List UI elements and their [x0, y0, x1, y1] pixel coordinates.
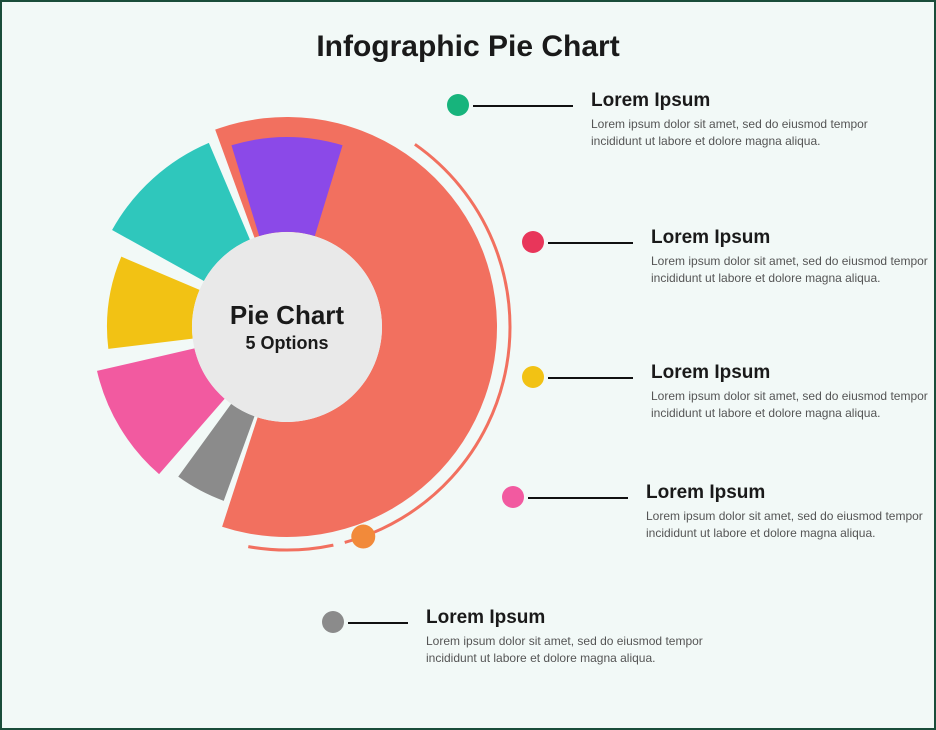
pie-chart: Pie Chart 5 Options [57, 97, 517, 557]
legend-dot-icon [322, 611, 344, 633]
legend-heading: Lorem Ipsum [651, 227, 934, 249]
legend-body: Lorem ipsum dolor sit amet, sed do eiusm… [651, 388, 934, 422]
legend-connector [528, 497, 628, 499]
legend-yellow: Lorem Ipsum Lorem ipsum dolor sit amet, s… [522, 362, 934, 422]
legend-dot-icon [447, 94, 469, 116]
legend-heading: Lorem Ipsum [426, 607, 726, 629]
legend-grey: Lorem Ipsum Lorem ipsum dolor sit amet, s… [322, 607, 726, 667]
legend-heading: Lorem Ipsum [591, 90, 891, 112]
legend-teal: Lorem Ipsum Lorem ipsum dolor sit amet, s… [522, 227, 934, 287]
center-subtitle: 5 Options [245, 333, 328, 354]
legend-heading: Lorem Ipsum [651, 362, 934, 384]
center-title: Pie Chart [230, 300, 344, 331]
legend-purple: Lorem Ipsum Lorem ipsum dolor sit amet, s… [447, 90, 891, 150]
legend-connector [548, 242, 633, 244]
legend-heading: Lorem Ipsum [646, 482, 934, 504]
page-title: Infographic Pie Chart [2, 30, 934, 64]
legend-dot-icon [522, 366, 544, 388]
outer-arc [248, 545, 333, 550]
legend-body: Lorem ipsum dolor sit amet, sed do eiusm… [426, 633, 726, 667]
legend-body: Lorem ipsum dolor sit amet, sed do eiusm… [651, 253, 934, 287]
legend-connector [348, 622, 408, 624]
legend-pink: Lorem Ipsum Lorem ipsum dolor sit amet, s… [502, 482, 934, 542]
legend-connector [548, 377, 633, 379]
legend-dot-icon [522, 231, 544, 253]
legend-body: Lorem ipsum dolor sit amet, sed do eiusm… [646, 508, 934, 542]
legend-body: Lorem ipsum dolor sit amet, sed do eiusm… [591, 116, 891, 150]
outer-dot-icon [351, 525, 375, 549]
chart-center: Pie Chart 5 Options [192, 232, 382, 422]
legend-connector [473, 105, 573, 107]
legend-dot-icon [502, 486, 524, 508]
